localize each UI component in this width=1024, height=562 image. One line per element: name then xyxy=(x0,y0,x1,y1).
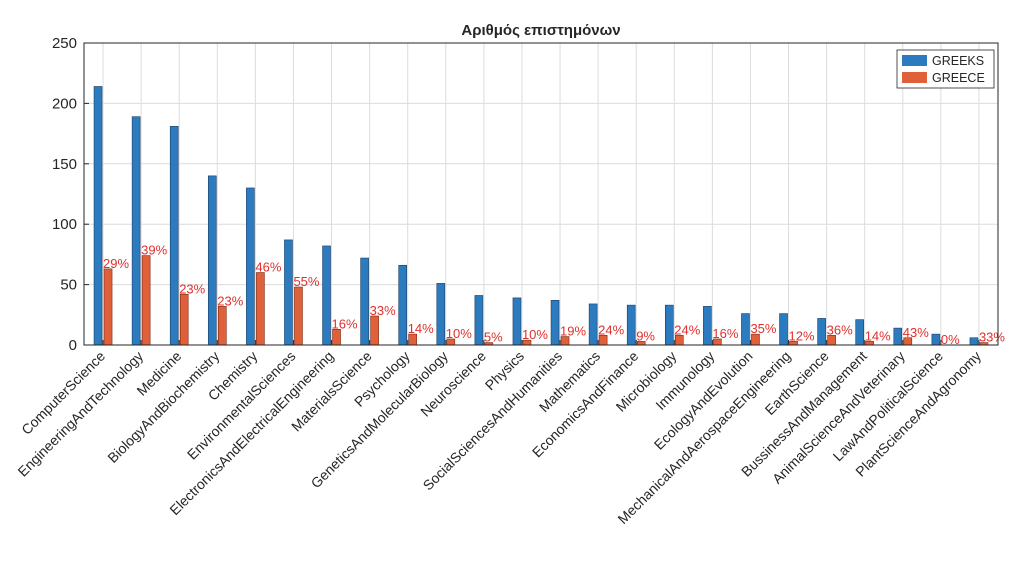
percent-label: 55% xyxy=(293,274,319,289)
percent-label: 36% xyxy=(827,322,853,337)
x-axis: ComputerScienceEngineeringAndTechnologyM… xyxy=(14,340,984,527)
percent-label: 24% xyxy=(674,322,700,337)
percent-label: 46% xyxy=(255,260,281,275)
percent-label: 23% xyxy=(217,293,243,308)
bar-greeks xyxy=(588,303,598,346)
bar-greece xyxy=(141,255,151,346)
legend-swatch-greece xyxy=(902,72,927,83)
percent-label: 33% xyxy=(370,303,396,318)
bar-greece xyxy=(332,328,341,346)
percent-label: 24% xyxy=(598,322,624,337)
bar-greeks xyxy=(93,86,103,346)
percent-label: 19% xyxy=(560,324,586,339)
percent-label: 5% xyxy=(484,330,503,345)
bar-greeks xyxy=(741,313,750,346)
percent-label: 23% xyxy=(179,281,205,296)
bar-greeks xyxy=(322,245,331,346)
bar-greeks xyxy=(969,337,979,346)
y-tick-label: 200 xyxy=(52,95,77,112)
bar-greeks xyxy=(931,333,941,346)
bar-greeks xyxy=(664,304,674,346)
y-tick-label: 100 xyxy=(52,216,77,233)
bar-greeks xyxy=(550,300,560,346)
percent-label: 12% xyxy=(789,328,815,343)
x-tick-label: SocialSciencesAndHumanities xyxy=(420,348,566,494)
y-tick-label: 0 xyxy=(69,337,77,354)
bar-greeks xyxy=(626,304,636,346)
bar-greece xyxy=(217,306,227,346)
percent-label: 14% xyxy=(865,328,891,343)
bar-greeks xyxy=(855,319,865,346)
percent-label: 14% xyxy=(408,321,434,336)
bar-greeks xyxy=(512,297,522,346)
percent-label: 9% xyxy=(636,328,655,343)
bar-greeks xyxy=(169,126,179,346)
percent-label: 10% xyxy=(522,327,548,342)
legend: GREEKS GREECE xyxy=(896,49,995,89)
bar-greeks xyxy=(893,327,903,346)
bar-greeks xyxy=(779,313,788,346)
legend-label-greece: GREECE xyxy=(932,71,985,85)
percent-label: 43% xyxy=(903,325,929,340)
y-tick-label: 150 xyxy=(52,156,77,173)
bar-greece xyxy=(256,272,265,346)
y-tick-label: 50 xyxy=(60,277,77,294)
legend-label-greeks: GREEKS xyxy=(932,54,984,68)
grid-lines xyxy=(84,43,998,345)
bar-greece xyxy=(103,268,113,346)
bar-greeks xyxy=(436,283,446,346)
percent-label: 35% xyxy=(750,321,776,336)
chart-title: Αριθμός επιστημόνων xyxy=(461,22,620,39)
percent-label: 29% xyxy=(103,256,129,271)
bar-greece xyxy=(294,286,303,346)
bar-greeks xyxy=(246,187,255,346)
percent-label: 10% xyxy=(446,326,472,341)
percent-label: 16% xyxy=(712,326,738,341)
bar-greeks xyxy=(398,264,408,346)
bar-greeks xyxy=(703,306,712,346)
bar-greeks xyxy=(474,295,484,346)
bar-greeks xyxy=(817,318,826,346)
percent-label: 33% xyxy=(979,330,1005,345)
legend-swatch-greeks xyxy=(902,55,927,66)
y-axis: 0 50 100 150 200 250 xyxy=(52,35,89,354)
percent-label: 39% xyxy=(141,243,167,258)
percent-label: 16% xyxy=(332,316,358,331)
bar-greece xyxy=(370,315,379,346)
percent-label: 0% xyxy=(941,332,960,347)
y-tick-label: 250 xyxy=(52,35,77,52)
bar-greeks xyxy=(284,239,293,346)
bar-greeks xyxy=(360,257,369,346)
bar-greeks xyxy=(131,116,141,346)
bar-greece xyxy=(179,293,189,346)
plot-frame xyxy=(83,42,999,346)
bar-greeks xyxy=(207,175,217,346)
percent-labels: 29% 39% 23% 23% 46% 55% 16% 33% 14% 10% 5% 10% 19% 24… xyxy=(103,243,1005,347)
